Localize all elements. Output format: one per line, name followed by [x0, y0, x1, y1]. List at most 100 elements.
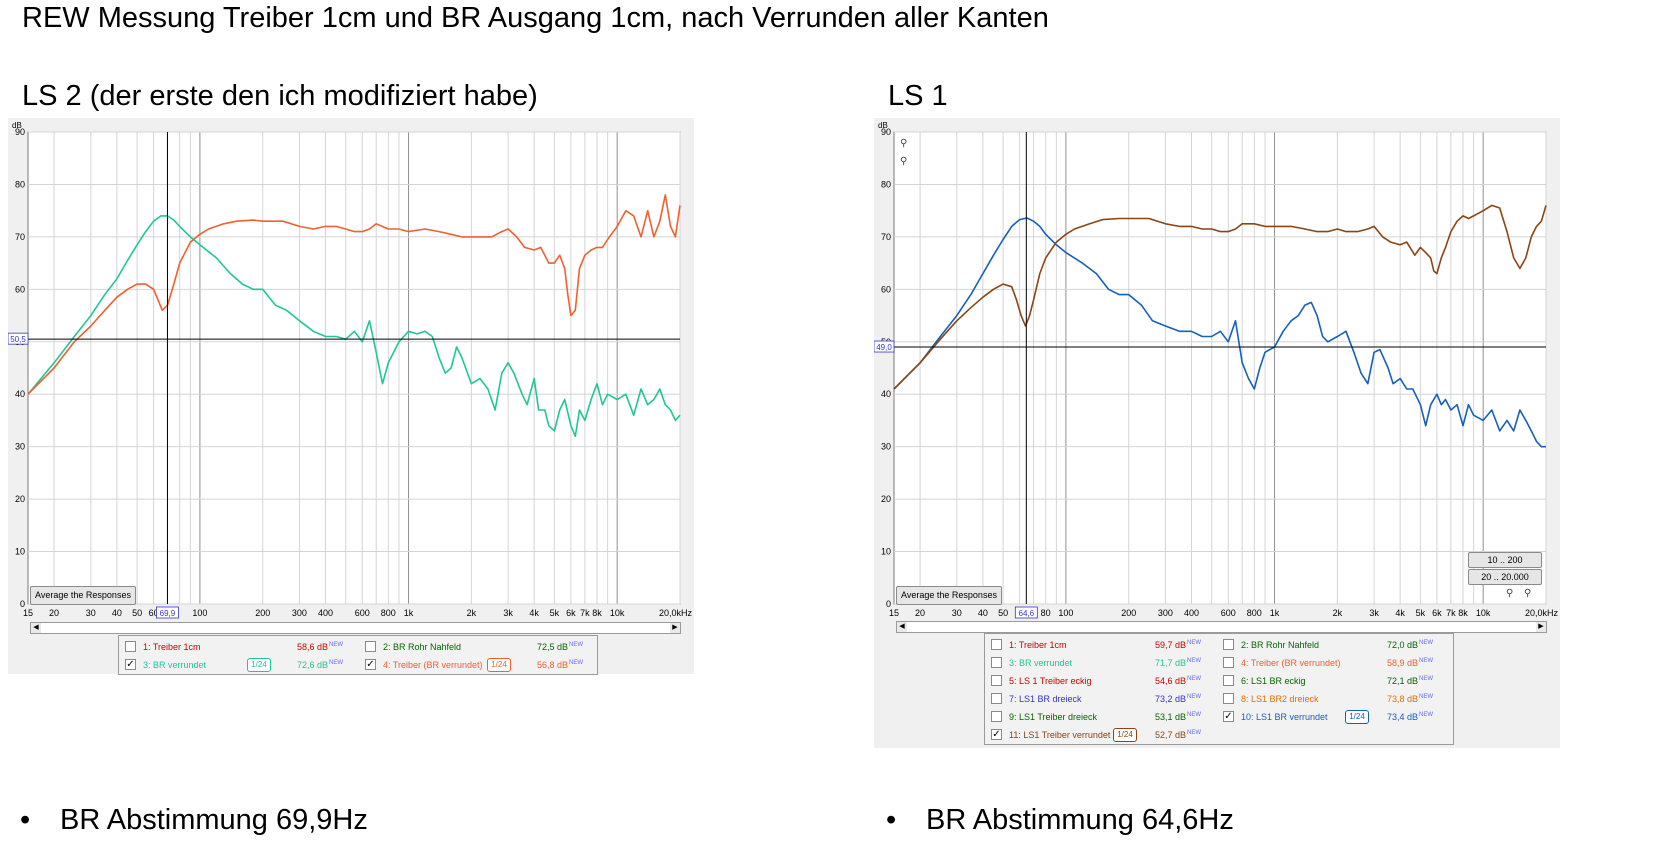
zoom-out-icon[interactable]: ⚲ [900, 156, 908, 167]
legend-item[interactable]: 4: Treiber (BR verrundet) 58,9 dBNEW [1223, 655, 1447, 673]
legend-checkbox[interactable]: ✓ [991, 729, 1002, 740]
legend-item[interactable]: 5: LS 1 Treiber eckig 54,6 dBNEW [991, 673, 1215, 691]
legend-checkbox[interactable] [1223, 693, 1234, 704]
legend-value: 72,6 dBNEW [297, 660, 343, 670]
legend-value-text: 59,7 dB [1155, 640, 1187, 650]
frequency-response-plot-ls1[interactable]: 0102030405060708090dB1520304050801002003… [874, 118, 1560, 638]
x-tick-label: 30 [86, 608, 96, 618]
x-tick-label: 100 [1058, 608, 1073, 618]
legend-value: 58,9 dBNEW [1387, 658, 1433, 668]
legend-value-text: 71,7 dB [1155, 658, 1187, 668]
smoothing-badge[interactable]: 1/24 [1345, 710, 1369, 724]
average-responses-button[interactable]: Average the Responses [896, 586, 1002, 605]
legend-item[interactable]: ✓ 10: LS1 BR verrundet 1/24 73,4 dBNEW [1223, 709, 1447, 727]
legend-ls2: 1: Treiber 1cm 58,6 dBNEW 2: BR Rohr Nahfe… [118, 635, 598, 675]
legend-value-text: 54,6 dB [1155, 676, 1187, 686]
legend-ls1: 1: Treiber 1cm 59,7 dBNEW 2: BR Rohr Nahfe… [984, 633, 1454, 745]
y-tick-label: 0 [20, 599, 25, 609]
legend-value-text: 72,6 dB [297, 660, 329, 670]
legend-item[interactable]: ✓ 4: Treiber (BR verrundet) 1/24 56,8 dBNEW [365, 657, 597, 675]
horizontal-scrollbar[interactable]: ◀ ▶ [896, 621, 1547, 633]
slide-title: REW Messung Treiber 1cm und BR Ausgang 1… [22, 2, 1049, 34]
plot-area [27, 131, 681, 605]
range-10-200-button[interactable]: 10 .. 200 [1468, 552, 1542, 568]
scroll-left-icon[interactable]: ◀ [897, 622, 907, 632]
legend-item[interactable]: 6: LS1 BR eckig 72,1 dBNEW [1223, 673, 1447, 691]
legend-item[interactable]: 8: LS1 BR2 dreieck 73,8 dBNEW [1223, 691, 1447, 709]
frequency-response-plot-ls2[interactable]: 0102030405060708090dB1520304050601002003… [8, 118, 694, 638]
legend-item[interactable]: 7: LS1 BR dreieck 73,2 dBNEW [991, 691, 1215, 709]
legend-checkbox[interactable] [991, 657, 1002, 668]
y-tick-label: 20 [15, 494, 25, 504]
series-line-1 [27, 215, 681, 437]
legend-label: 2: BR Rohr Nahfeld [1241, 640, 1320, 650]
x-tick-label: 300 [1158, 608, 1173, 618]
legend-checkbox[interactable]: ✓ [125, 659, 136, 670]
legend-checkbox[interactable] [1223, 639, 1234, 650]
x-tick-label: 100 [192, 608, 207, 618]
legend-checkbox[interactable]: ✓ [1223, 711, 1234, 722]
legend-value: 54,6 dBNEW [1155, 676, 1201, 686]
legend-new-tag: NEW [1187, 712, 1202, 718]
y-tick-label: 0 [886, 599, 891, 609]
legend-checkbox[interactable] [125, 641, 136, 652]
legend-item[interactable]: ✓ 11: LS1 Treiber verrundet 1/24 52,7 dBNEW [991, 727, 1215, 745]
cursor-y-readout: 49,0 [876, 343, 892, 352]
legend-new-tag: NEW [1419, 694, 1434, 700]
legend-checkbox[interactable] [1223, 657, 1234, 668]
legend-item[interactable]: 1: Treiber 1cm 59,7 dBNEW [991, 637, 1215, 655]
legend-value: 73,4 dBNEW [1387, 712, 1433, 722]
legend-value: 72,5 dBNEW [537, 642, 583, 652]
legend-label: 9: LS1 Treiber dreieck [1009, 712, 1098, 722]
legend-new-tag: NEW [329, 660, 344, 666]
legend-value-text: 73,2 dB [1155, 694, 1187, 704]
legend-checkbox[interactable] [991, 675, 1002, 686]
scroll-left-icon[interactable]: ◀ [31, 623, 41, 633]
legend-item[interactable]: 1: Treiber 1cm 58,6 dBNEW [125, 639, 357, 657]
legend-item[interactable]: 2: BR Rohr Nahfeld 72,0 dBNEW [1223, 637, 1447, 655]
legend-new-tag: NEW [569, 642, 584, 648]
legend-item[interactable]: ✓ 3: BR verrundet 1/24 72,6 dBNEW [125, 657, 357, 675]
y-tick-label: 60 [881, 284, 891, 294]
y-tick-label: 80 [15, 179, 25, 189]
cursor-y-readout-box [8, 332, 29, 345]
legend-item[interactable]: 2: BR Rohr Nahfeld 72,5 dBNEW [365, 639, 597, 657]
zoom-in-icon[interactable]: ⚲ [900, 138, 908, 149]
zoom-reset-icon[interactable]: ⚲ [1524, 588, 1532, 599]
legend-value-text: 52,7 dB [1155, 730, 1187, 740]
legend-checkbox[interactable] [991, 639, 1002, 650]
legend-value-text: 56,8 dB [537, 660, 569, 670]
smoothing-badge[interactable]: 1/24 [1113, 728, 1137, 742]
smoothing-badge[interactable]: 1/24 [487, 658, 511, 672]
zoom-fit-icon[interactable]: ⚲ [1506, 588, 1514, 599]
range-20-20000-button[interactable]: 20 .. 20.000 [1468, 569, 1542, 585]
x-tick-label: 6k [1432, 608, 1442, 618]
y-tick-label: 40 [881, 389, 891, 399]
y-tick-label: 40 [15, 389, 25, 399]
bullet-dot: • [886, 804, 897, 836]
legend-new-tag: NEW [569, 660, 584, 666]
x-tick-label: 400 [318, 608, 333, 618]
horizontal-scrollbar[interactable]: ◀ ▶ [30, 622, 681, 634]
legend-item[interactable]: 3: BR verrundet 71,7 dBNEW [991, 655, 1215, 673]
legend-label: 4: Treiber (BR verrundet) [383, 660, 483, 670]
legend-checkbox[interactable]: ✓ [365, 659, 376, 670]
legend-item[interactable]: 9: LS1 Treiber dreieck 53,1 dBNEW [991, 709, 1215, 727]
y-tick-label: 90 [15, 127, 25, 137]
average-responses-button[interactable]: Average the Responses [30, 586, 136, 605]
chart-ls1: 0102030405060708090dB1520304050801002003… [874, 118, 1560, 748]
legend-checkbox[interactable] [1223, 675, 1234, 686]
scroll-right-icon[interactable]: ▶ [670, 623, 680, 633]
chart-ls2: 0102030405060708090dB1520304050601002003… [8, 118, 694, 675]
y-axis-label: dB [12, 121, 22, 130]
legend-checkbox[interactable] [991, 693, 1002, 704]
legend-label: 3: BR verrundet [143, 660, 207, 670]
bullet-ls1: • BR Abstimmung 64,6Hz [886, 804, 1234, 837]
legend-checkbox[interactable] [365, 641, 376, 652]
scroll-right-icon[interactable]: ▶ [1536, 622, 1546, 632]
y-tick-label: 80 [881, 179, 891, 189]
smoothing-badge[interactable]: 1/24 [247, 658, 271, 672]
legend-checkbox[interactable] [991, 711, 1002, 722]
x-tick-label: 8k [1458, 608, 1468, 618]
legend-label: 3: BR verrundet [1009, 658, 1073, 668]
